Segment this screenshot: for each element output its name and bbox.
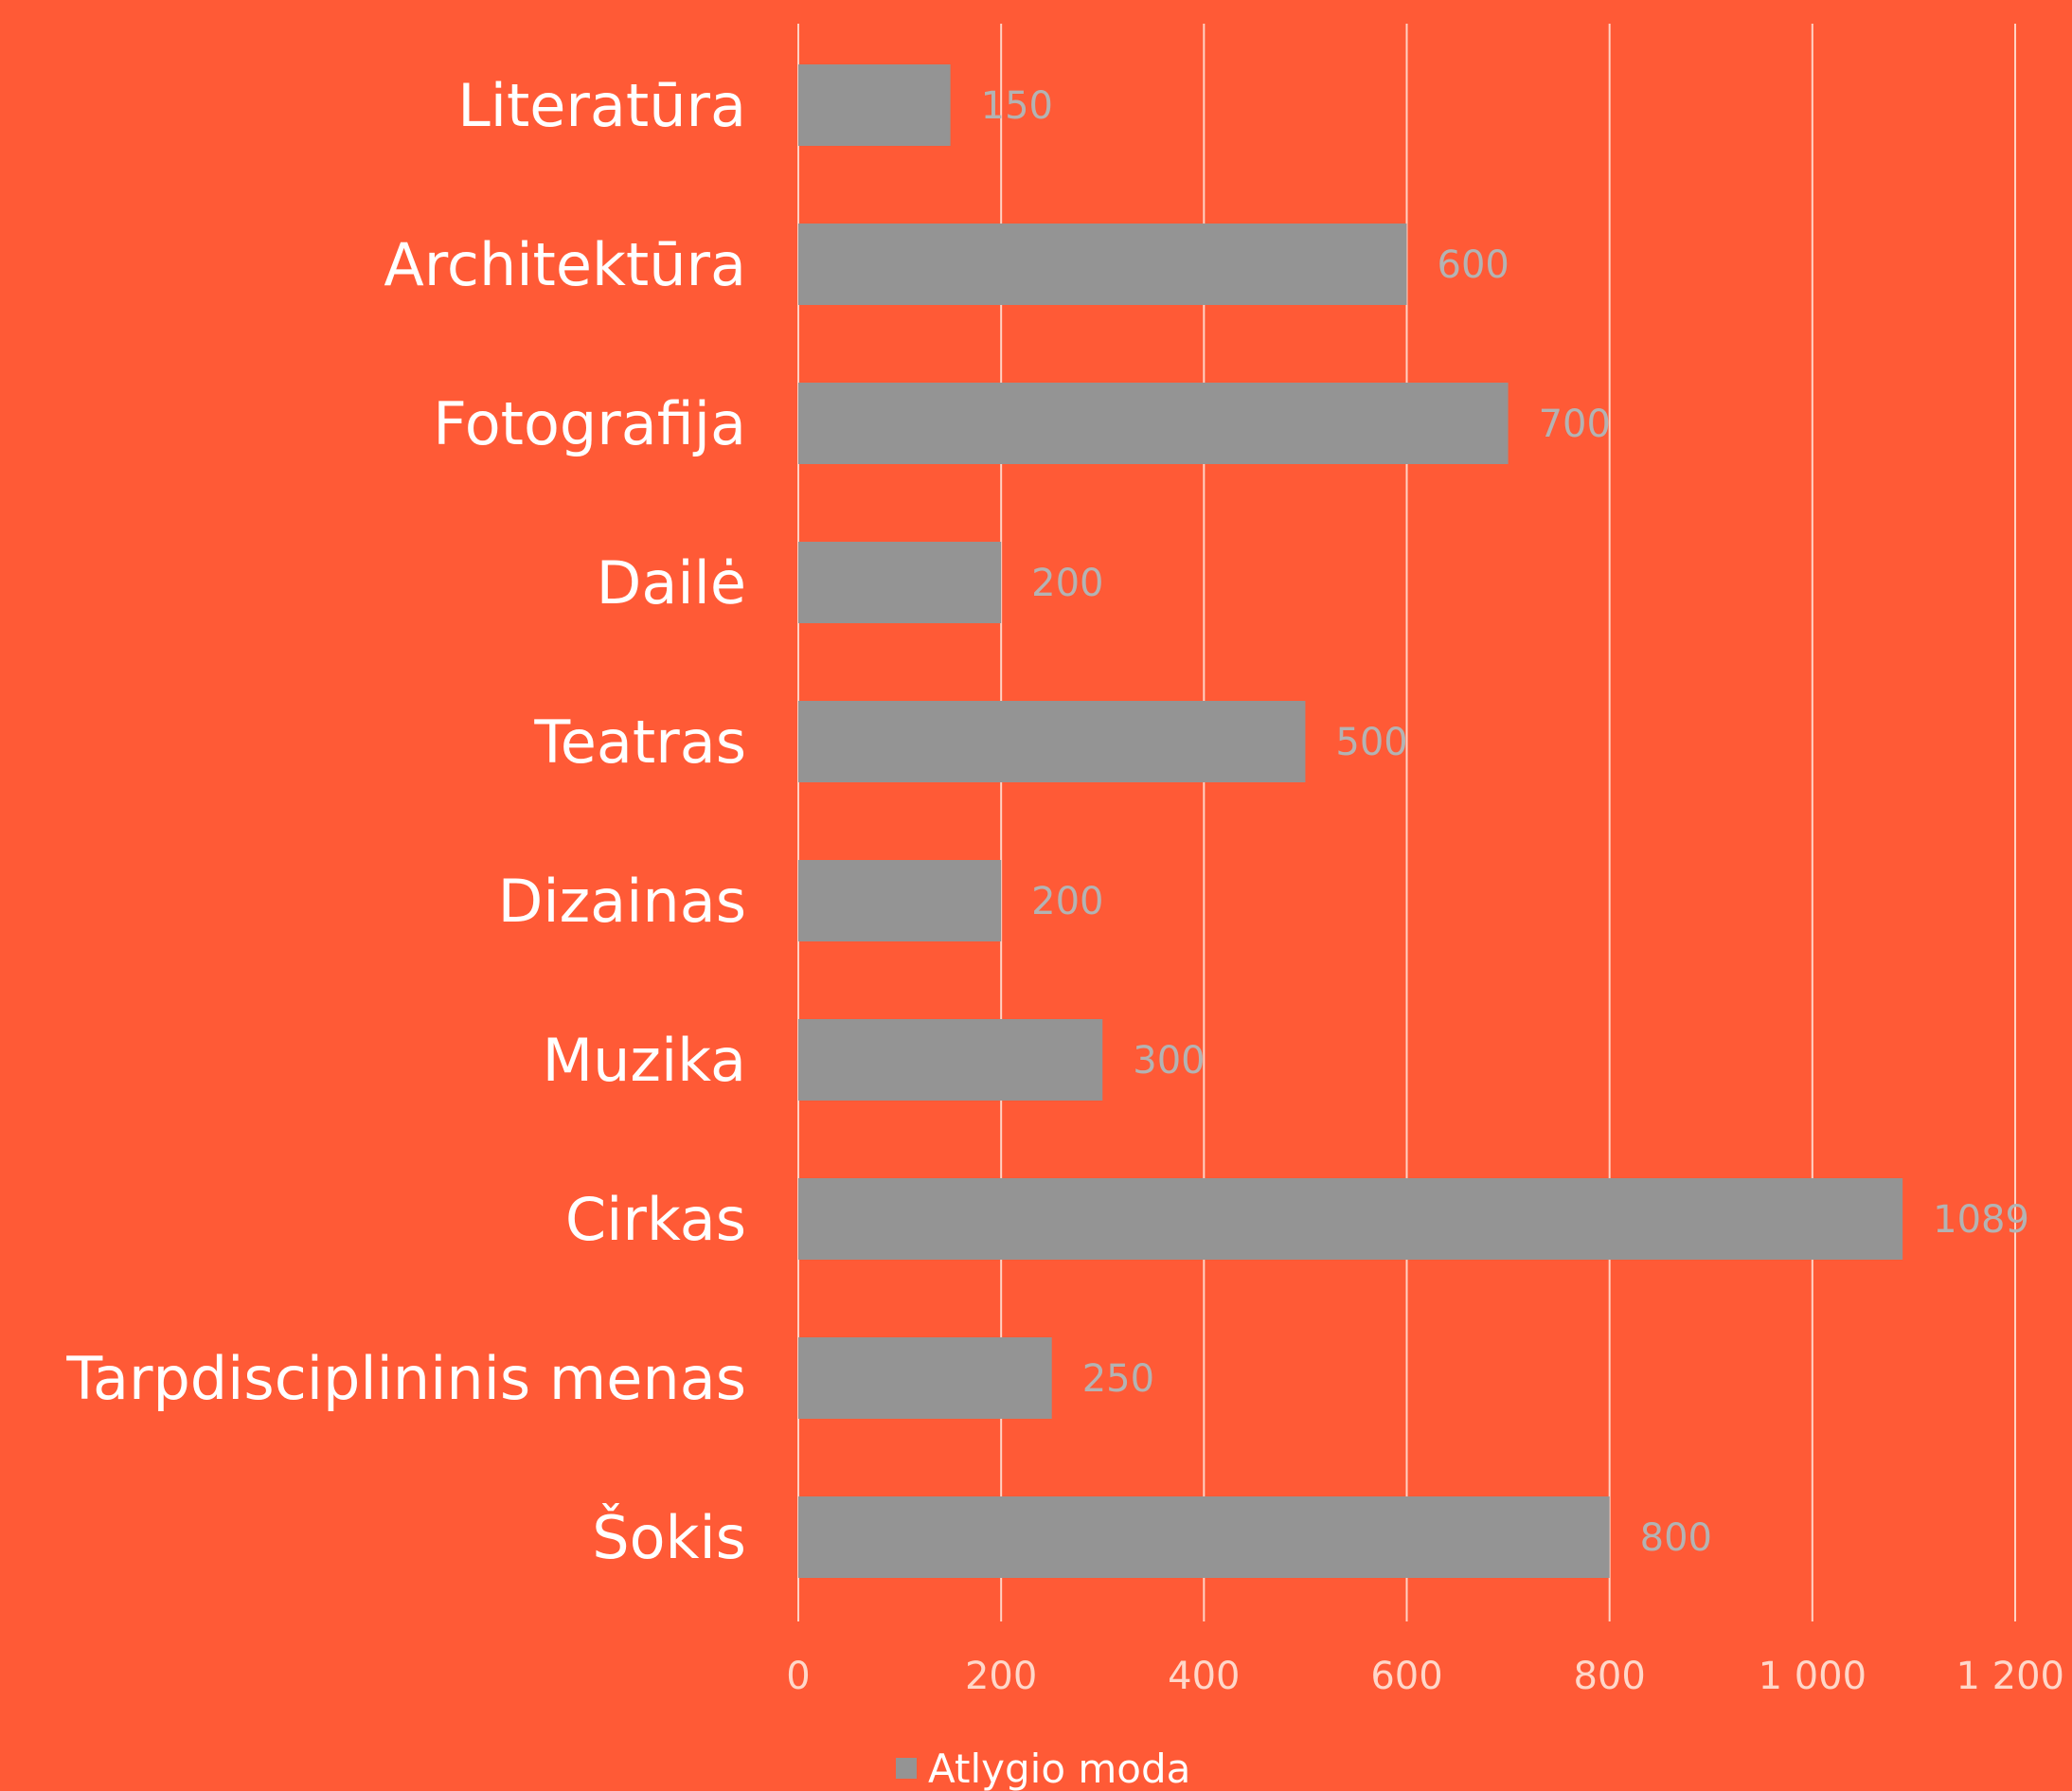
bar (798, 383, 1509, 464)
labels: 0 200 400 600 800 1 000 1 200 Literatūra 150 Arch… (65, 71, 2064, 1698)
data-label: 800 (1640, 1516, 1712, 1560)
x-tick-label: 1 000 (1759, 1655, 1867, 1698)
x-tick-label: 600 (1370, 1655, 1442, 1698)
category-label: Muzika (543, 1026, 746, 1095)
legend-swatch (896, 1758, 917, 1779)
legend-label: Atlygio moda (928, 1746, 1190, 1791)
category-label: Cirkas (565, 1185, 746, 1254)
data-label: 200 (1031, 562, 1103, 605)
category-label: Teatras (533, 707, 746, 777)
legend: Atlygio moda (896, 1746, 1190, 1791)
x-tick-label: 400 (1168, 1655, 1240, 1698)
bar (798, 542, 1002, 623)
category-label: Dailė (597, 548, 746, 618)
bar (798, 860, 1002, 941)
category-label: Šokis (592, 1503, 746, 1572)
data-label: 150 (981, 84, 1053, 128)
bar (798, 1178, 1903, 1260)
data-label: 200 (1031, 880, 1103, 923)
bar (798, 1337, 1052, 1419)
category-label: Architektūra (384, 230, 746, 299)
data-label: 1089 (1933, 1198, 2029, 1242)
bar (798, 701, 1306, 782)
bars (798, 64, 1903, 1578)
data-label: 600 (1438, 243, 1509, 287)
x-tick-label: 1 200 (1956, 1655, 2064, 1698)
data-label: 250 (1082, 1357, 1154, 1401)
category-label: Dizainas (498, 867, 746, 936)
category-label: Fotografija (433, 389, 746, 458)
data-label: 700 (1539, 403, 1611, 446)
category-label: Tarpdisciplininis menas (65, 1344, 746, 1413)
x-tick-label: 0 (786, 1655, 810, 1698)
x-tick-label: 200 (965, 1655, 1037, 1698)
bar (798, 64, 951, 146)
bar (798, 1019, 1103, 1101)
bar (798, 1496, 1610, 1578)
x-tick-label: 800 (1573, 1655, 1645, 1698)
data-label: 500 (1335, 721, 1407, 764)
bar (798, 224, 1407, 305)
data-label: 300 (1133, 1039, 1205, 1083)
category-label: Literatūra (457, 71, 746, 140)
